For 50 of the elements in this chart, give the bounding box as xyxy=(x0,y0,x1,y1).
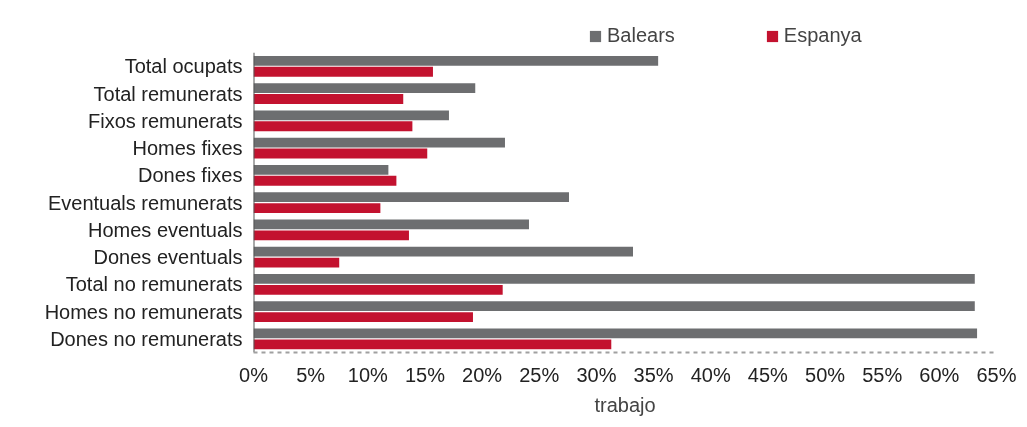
x-tick-label: 60% xyxy=(919,363,960,386)
bar xyxy=(253,257,340,268)
bar xyxy=(253,312,473,322)
bar xyxy=(253,230,409,241)
bar xyxy=(253,246,633,257)
x-tick-label: 10% xyxy=(347,363,389,386)
bar xyxy=(253,301,975,312)
x-tick-label: 0% xyxy=(239,363,269,386)
x-tick-label: 40% xyxy=(690,363,731,386)
bar xyxy=(253,66,433,77)
legend-label: Espanya xyxy=(783,24,862,47)
x-tick-label: 5% xyxy=(296,363,326,386)
x-tick-label: 50% xyxy=(805,363,846,386)
x-axis-title: trabajo xyxy=(594,393,656,416)
y-tick-label: Dones no remunerats xyxy=(50,327,243,350)
x-tick-label: 35% xyxy=(633,363,674,386)
bar xyxy=(253,94,404,104)
bar xyxy=(253,328,978,339)
x-tick-label: 30% xyxy=(576,363,617,386)
x-tick-label: 65% xyxy=(976,363,1017,386)
bar xyxy=(253,83,476,93)
bar xyxy=(253,110,449,121)
y-tick-label: Total ocupats xyxy=(124,55,243,78)
bar xyxy=(253,55,659,66)
x-tick-label: 55% xyxy=(862,363,903,386)
bar xyxy=(253,175,397,186)
y-tick-label: Homes eventuals xyxy=(87,218,243,241)
x-tick-label: 25% xyxy=(519,363,560,386)
x-tick-label: 45% xyxy=(747,363,789,386)
bar xyxy=(253,164,389,175)
y-tick-label: Dones fixes xyxy=(138,164,243,187)
bar xyxy=(253,219,529,230)
legend-label: Balears xyxy=(607,24,675,47)
bar xyxy=(253,339,612,350)
y-tick-label: Dones eventuals xyxy=(93,246,243,269)
bar xyxy=(253,284,503,295)
y-tick-label: Total no remunerats xyxy=(65,273,243,296)
bar xyxy=(253,192,569,203)
y-tick-label: Homes no remunerats xyxy=(44,300,243,323)
y-tick-label: Fixos remunerats xyxy=(88,109,243,132)
bar xyxy=(253,203,381,213)
x-tick-label: 15% xyxy=(404,363,446,386)
bar xyxy=(253,137,505,148)
bar xyxy=(253,148,428,159)
bar xyxy=(253,274,975,284)
x-tick-label: 20% xyxy=(462,363,503,386)
y-tick-label: Total remunerats xyxy=(93,82,243,105)
y-tick-label: Homes fixes xyxy=(132,137,243,160)
y-tick-label: Eventuals remunerats xyxy=(47,191,243,214)
bar xyxy=(253,121,413,132)
